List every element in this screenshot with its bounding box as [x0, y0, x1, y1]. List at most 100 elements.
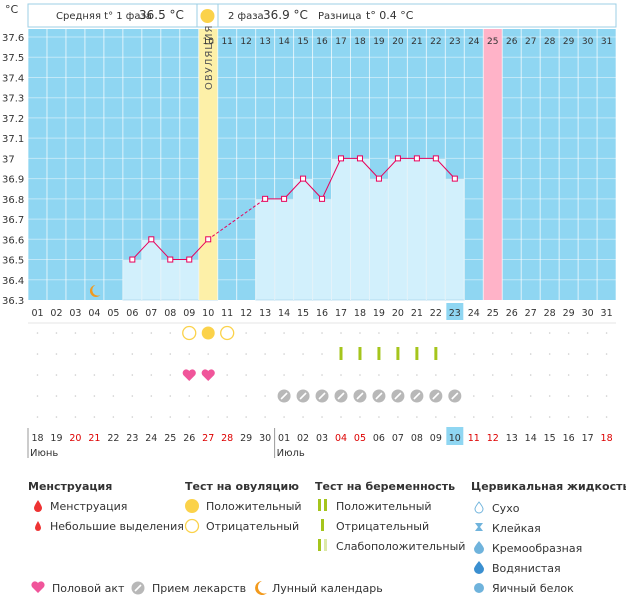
- grid-dot: [378, 374, 380, 376]
- grid-dot: [264, 374, 266, 376]
- grid-dot: [605, 353, 608, 355]
- grid-dot: [454, 374, 456, 376]
- grid-dot: [359, 374, 361, 376]
- calendar-date: 05: [354, 433, 366, 444]
- grid-dot: [397, 374, 399, 376]
- legend-cervical-title: Цервикальная жидкость: [471, 480, 626, 493]
- grid-dot: [93, 332, 96, 334]
- plot-day-number: 17: [335, 37, 346, 47]
- temp-bar: [369, 178, 389, 301]
- grid-dot: [586, 395, 589, 397]
- legend-intercourse: Половой акт: [52, 582, 125, 595]
- calendar-date: 18: [31, 433, 43, 444]
- grid-dot: [283, 332, 285, 334]
- grid-dot: [264, 416, 266, 418]
- moon-icon: [255, 581, 267, 595]
- grid-dot: [529, 416, 532, 418]
- grid-dot: [548, 416, 551, 418]
- x-tick-label: 01: [31, 308, 43, 319]
- medication-marker-stroke: [280, 392, 288, 400]
- y-tick-label: 36.5: [2, 256, 24, 267]
- temp-point: [281, 195, 288, 202]
- temp-point: [300, 175, 307, 182]
- calendar-date: 10: [449, 433, 461, 444]
- plot-day-number: 18: [354, 37, 366, 47]
- grid-dot: [567, 374, 570, 376]
- grid-dot: [321, 416, 323, 418]
- grid-dot: [529, 374, 532, 376]
- grid-dot: [435, 332, 437, 334]
- y-tick-label: 36.9: [2, 175, 24, 186]
- grid-dot: [131, 395, 134, 397]
- plot-day-number: 24: [468, 37, 480, 47]
- calendar-date: 13: [506, 433, 518, 444]
- grid-dot: [510, 416, 513, 418]
- grid-dot: [378, 416, 380, 418]
- plot-day-number: 21: [411, 37, 422, 47]
- calendar-date: 19: [50, 433, 62, 444]
- calendar-date: 12: [487, 433, 499, 444]
- grid-dot: [93, 416, 96, 418]
- grid-dot: [472, 332, 475, 334]
- grid-dot: [264, 395, 266, 397]
- temp-point: [129, 256, 136, 263]
- plot-day-number: 11: [221, 37, 232, 47]
- menstruation-drop-icon: [34, 500, 42, 512]
- y-tick-label: 37.4: [2, 73, 24, 84]
- x-tick-label: 23: [449, 308, 461, 319]
- temp-segment: [378, 158, 399, 179]
- summary-box: [27, 3, 617, 28]
- grid-dot: [605, 395, 608, 397]
- calendar-date: 22: [107, 433, 119, 444]
- x-tick-label: 29: [563, 308, 575, 319]
- grid-dot: [454, 353, 456, 355]
- grid-dot: [55, 374, 58, 376]
- calendar-date: 26: [183, 433, 195, 444]
- x-tick-label: 24: [468, 308, 480, 319]
- temp-bar: [331, 158, 351, 301]
- calendar-date: 30: [259, 433, 271, 444]
- period-band: [483, 29, 503, 300]
- temp-segment: [131, 238, 152, 260]
- temp-bar: [274, 198, 294, 301]
- legend-spotting-item: Небольшие выделения: [50, 520, 184, 533]
- temp-point: [394, 155, 401, 162]
- temp-bar: [255, 198, 275, 301]
- pregnancy-positive-icon: [318, 499, 321, 511]
- grid-dot: [359, 332, 361, 334]
- grid-dot: [188, 353, 191, 355]
- grid-dot: [245, 353, 247, 355]
- calendar-date: 04: [335, 433, 347, 444]
- grid-dot: [150, 374, 153, 376]
- grid-dot: [340, 374, 342, 376]
- grid-dot: [586, 332, 589, 334]
- unit-label: °C: [5, 3, 19, 16]
- temp-bar: [160, 259, 181, 301]
- plot-day-number: 25: [487, 37, 498, 47]
- legend-menstruation-title: Менструация: [28, 480, 112, 493]
- pregnancy-test-marker: [339, 347, 343, 360]
- grid-dot: [435, 416, 437, 418]
- calendar-date: 14: [525, 433, 537, 444]
- grid-dot: [245, 332, 247, 334]
- grid-dot: [55, 416, 58, 418]
- month-label: Июль: [277, 448, 305, 459]
- temp-point: [167, 256, 174, 263]
- plot-day-number: 30: [582, 37, 594, 47]
- grid-dot: [207, 353, 210, 355]
- x-tick-label: 09: [183, 308, 195, 319]
- grid-dot: [131, 353, 134, 355]
- diff-label: Разница: [318, 11, 361, 22]
- ovulation-test-marker: [201, 326, 215, 340]
- legend-cervical-sticky: Клейкая: [492, 522, 541, 535]
- phase1-value: 36.5 °C: [139, 8, 184, 22]
- pregnancy-test-marker: [396, 347, 400, 360]
- medication-marker-stroke: [451, 392, 459, 400]
- y-tick-label: 37: [2, 154, 15, 165]
- grid-dot: [245, 395, 247, 397]
- grid-dot: [510, 395, 513, 397]
- calendar-date: 25: [164, 433, 176, 444]
- temp-bar: [179, 259, 200, 301]
- calendar-date: 01: [278, 433, 290, 444]
- grid-dot: [454, 416, 456, 418]
